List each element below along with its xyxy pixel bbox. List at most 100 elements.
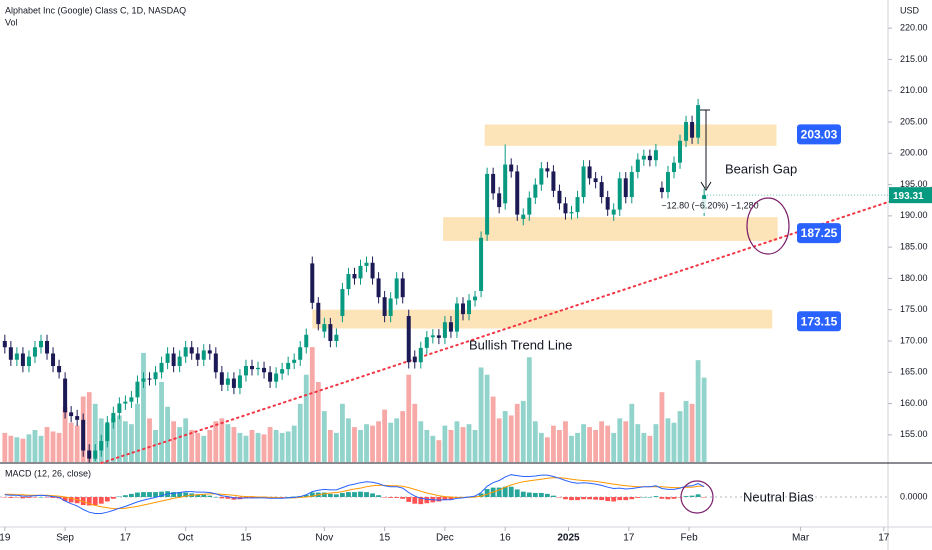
volume-bar bbox=[394, 418, 400, 462]
volume-bar bbox=[430, 435, 436, 462]
macd-histogram-bar bbox=[641, 497, 647, 498]
plot-layer: 155.00 160.00 165.00 170.00 175.00 180.00 185.… bbox=[0, 23, 932, 544]
volume-bar bbox=[74, 425, 80, 462]
macd-histogram-bar bbox=[358, 491, 363, 497]
volume-bar bbox=[44, 427, 50, 462]
volume-bar bbox=[177, 427, 183, 462]
candle-body bbox=[539, 168, 544, 185]
candle-body bbox=[684, 122, 689, 141]
volume-bar bbox=[195, 432, 201, 462]
candle-body bbox=[569, 212, 574, 214]
macd-histogram-bar bbox=[496, 487, 502, 497]
macd-histogram-bar bbox=[629, 497, 635, 500]
y-tick-label: 155.00 bbox=[900, 429, 928, 439]
candle-body bbox=[358, 265, 363, 279]
candle-body bbox=[189, 347, 194, 354]
volume-bar bbox=[569, 435, 574, 462]
candle-body bbox=[316, 302, 321, 325]
volume-bar bbox=[261, 434, 267, 462]
candle-body bbox=[231, 378, 236, 388]
volume-bar bbox=[255, 432, 261, 462]
candle-body bbox=[581, 166, 586, 198]
candle-body bbox=[346, 274, 351, 290]
candle-body bbox=[406, 315, 411, 363]
y-tick-label: 210.00 bbox=[900, 85, 928, 95]
candle-body bbox=[424, 337, 429, 348]
macd-histogram-bar bbox=[695, 494, 701, 497]
macd-histogram-bar bbox=[8, 497, 14, 498]
candle-body bbox=[467, 300, 472, 315]
macd-histogram-bar bbox=[213, 497, 219, 498]
candle-body bbox=[479, 237, 484, 291]
volume-bar bbox=[86, 392, 92, 462]
candle-body bbox=[382, 297, 387, 316]
candle-body bbox=[376, 278, 381, 298]
candle-body bbox=[503, 164, 508, 204]
macd-histogram-bar bbox=[412, 497, 418, 504]
level-label-box bbox=[797, 311, 841, 332]
volume-bar bbox=[297, 403, 303, 462]
x-tick-label: 16 bbox=[500, 533, 512, 544]
candle-body bbox=[274, 373, 279, 382]
volume-bar bbox=[370, 425, 375, 462]
candle-body bbox=[292, 359, 297, 363]
volume-bar bbox=[557, 430, 562, 462]
volume-bar bbox=[382, 409, 388, 462]
macd-histogram-bar bbox=[159, 491, 164, 497]
candle-body bbox=[165, 353, 170, 363]
candle-body bbox=[81, 419, 86, 451]
volume-bar bbox=[406, 374, 412, 462]
volume-bar bbox=[532, 421, 538, 462]
candle-body bbox=[473, 296, 478, 301]
macd-histogram-bar bbox=[508, 486, 514, 497]
x-tick-label: 15 bbox=[379, 533, 391, 544]
gap-arrow-head bbox=[700, 181, 712, 191]
candle-body bbox=[611, 209, 616, 215]
x-tick-label: 17 bbox=[878, 533, 890, 544]
volume-bar bbox=[92, 403, 98, 462]
macd-histogram-bar bbox=[116, 496, 122, 498]
volume-bar bbox=[605, 425, 611, 462]
volume-bar bbox=[617, 418, 623, 462]
candle-body bbox=[153, 372, 158, 380]
candle-body bbox=[328, 324, 333, 341]
candle-body bbox=[678, 140, 683, 163]
volume-bar bbox=[364, 424, 369, 462]
volume-bar bbox=[231, 427, 237, 462]
macd-histogram-bar bbox=[659, 497, 665, 499]
volume-bar bbox=[695, 360, 701, 462]
volume-bar bbox=[538, 432, 544, 462]
candle-body bbox=[111, 412, 116, 423]
volume-bar bbox=[346, 418, 351, 462]
volume-bar bbox=[581, 424, 586, 462]
volume-bar bbox=[400, 411, 406, 462]
volume-bar bbox=[587, 427, 592, 462]
macd-histogram-bar bbox=[394, 497, 400, 498]
candle-body bbox=[352, 274, 357, 279]
candle-body bbox=[57, 366, 62, 373]
candle-body bbox=[237, 375, 242, 388]
macd-histogram-bar bbox=[207, 495, 213, 497]
volume-bar bbox=[551, 425, 556, 462]
macd-macd-line bbox=[4, 474, 705, 514]
highlight-circle bbox=[680, 480, 714, 514]
macd-histogram-bar bbox=[171, 492, 177, 497]
candle-body bbox=[310, 263, 315, 303]
volume-bar bbox=[352, 427, 357, 462]
volume-bar bbox=[68, 422, 74, 462]
candle-body bbox=[147, 378, 152, 380]
x-tick-label: 17 bbox=[623, 533, 635, 544]
volume-bar bbox=[321, 411, 327, 462]
macd-histogram-bar bbox=[593, 497, 599, 500]
macd-histogram-bar bbox=[201, 494, 207, 497]
volume-bar bbox=[183, 418, 189, 462]
volume-bar bbox=[575, 432, 580, 462]
candle-body bbox=[545, 168, 550, 172]
x-tick-label: 2025 bbox=[557, 533, 580, 544]
last-price-label: 193.31 bbox=[893, 191, 924, 202]
candle-body bbox=[671, 162, 676, 173]
y-tick-label: 185.00 bbox=[900, 242, 928, 252]
volume-bar bbox=[563, 421, 568, 462]
macd-histogram-bar bbox=[141, 492, 146, 497]
candle-body bbox=[256, 367, 261, 370]
